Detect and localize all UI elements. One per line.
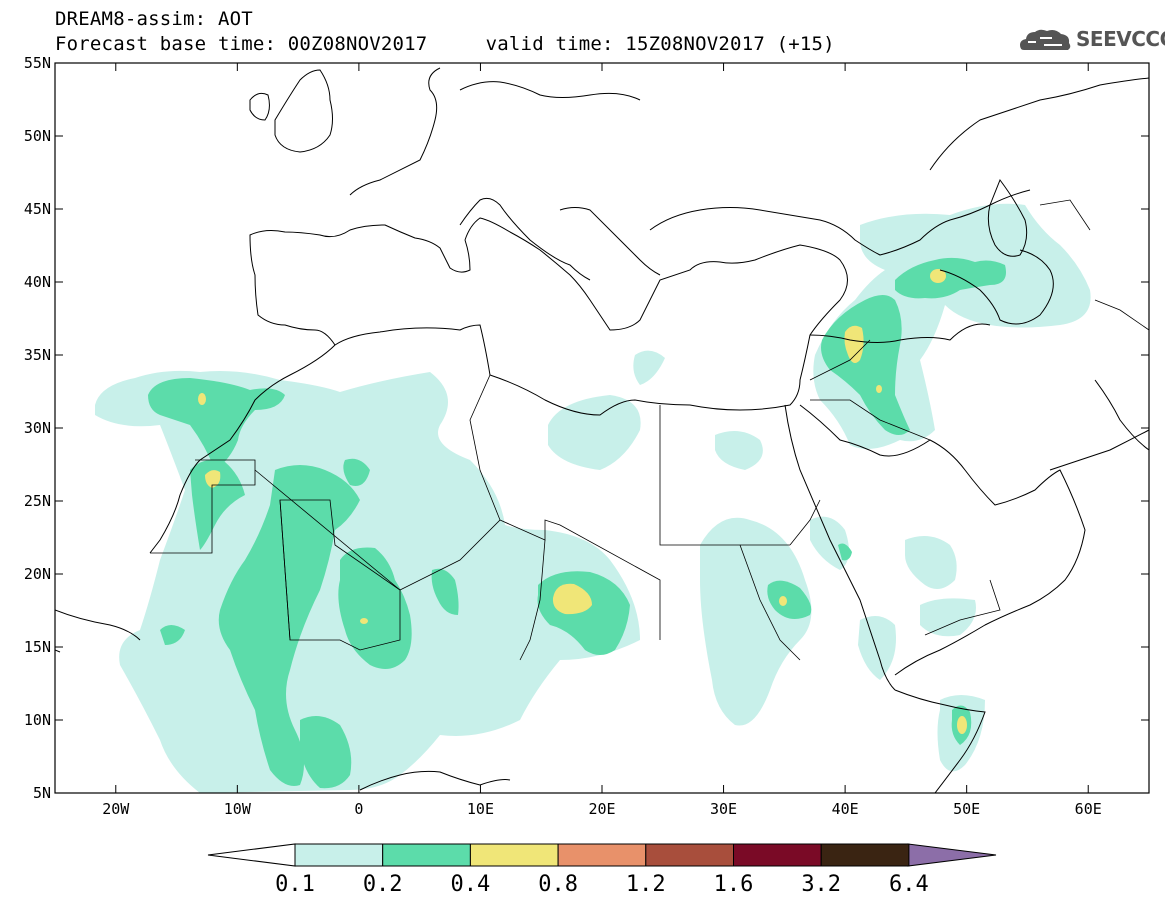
lat-tick-label: 15N	[24, 638, 51, 656]
colorbar-swatch	[294, 843, 384, 867]
lat-tick-label: 45N	[24, 200, 51, 218]
colorbar-swatch	[469, 843, 559, 867]
lat-tick-label: 25N	[24, 492, 51, 510]
lon-tick-label: 10W	[224, 800, 252, 818]
lon-tick-label: 20W	[102, 800, 130, 818]
colorbar-level-label: 0.8	[538, 872, 578, 897]
map-title: DREAM8-assim: AOT	[55, 8, 253, 30]
colorbar-swatch	[733, 843, 822, 867]
colorbar-level-label: 1.6	[714, 872, 754, 897]
aot-level-0-4	[198, 269, 967, 734]
lat-tick-label: 5N	[33, 784, 51, 802]
colorbar-swatch	[382, 843, 471, 867]
lat-tick-label: 40N	[24, 273, 51, 291]
colorbar-swatch	[645, 843, 734, 867]
lat-tick-label: 35N	[24, 346, 51, 364]
country-borders	[150, 199, 1149, 661]
lat-tick-label: 10N	[24, 711, 51, 729]
aot-level-0-2	[148, 257, 1006, 789]
lon-tick-label: 10E	[467, 800, 494, 818]
cloud-logo-icon	[1020, 29, 1071, 50]
axis-ticks: 55N 50N 45N 40N 35N 30N 25N 20N 15N 10N 5N 20W 10W 0 1…	[24, 54, 1149, 818]
colorbar-level-label: 3.2	[801, 872, 841, 897]
colorbar-swatch	[820, 843, 910, 867]
colorbar-high-arrow	[907, 843, 997, 867]
lon-tick-label: 40E	[832, 800, 859, 818]
aot-shading	[95, 203, 1091, 793]
coastlines	[55, 67, 1149, 793]
lon-tick-label: 30E	[710, 800, 737, 818]
lat-tick-label: 50N	[24, 127, 51, 145]
colorbar-level-label: 6.4	[889, 872, 929, 897]
lon-tick-label: 20E	[588, 800, 615, 818]
logo-text: SEEVCCC	[1076, 27, 1165, 51]
colorbar-level-label: 1.2	[626, 872, 666, 897]
colorbar-level-label: 0.2	[363, 872, 403, 897]
lat-tick-label: 20N	[24, 565, 51, 583]
lat-tick-label: 55N	[24, 54, 51, 72]
colorbar-level-label: 0.1	[275, 872, 315, 897]
forecast-time-subtitle: Forecast base time: 00Z08NOV2017 valid t…	[55, 33, 835, 55]
lon-tick-label: 50E	[953, 800, 980, 818]
colorbar-level-label: 0.4	[451, 872, 491, 897]
lon-tick-label: 0	[354, 800, 363, 818]
colorbar-swatch	[557, 843, 647, 867]
colorbar: 0.1 0.2 0.4 0.8 1.2 1.6 3.2 6.4	[207, 843, 997, 897]
lat-tick-label: 30N	[24, 419, 51, 437]
lon-tick-label: 60E	[1075, 800, 1102, 818]
colorbar-low-arrow	[207, 843, 296, 867]
